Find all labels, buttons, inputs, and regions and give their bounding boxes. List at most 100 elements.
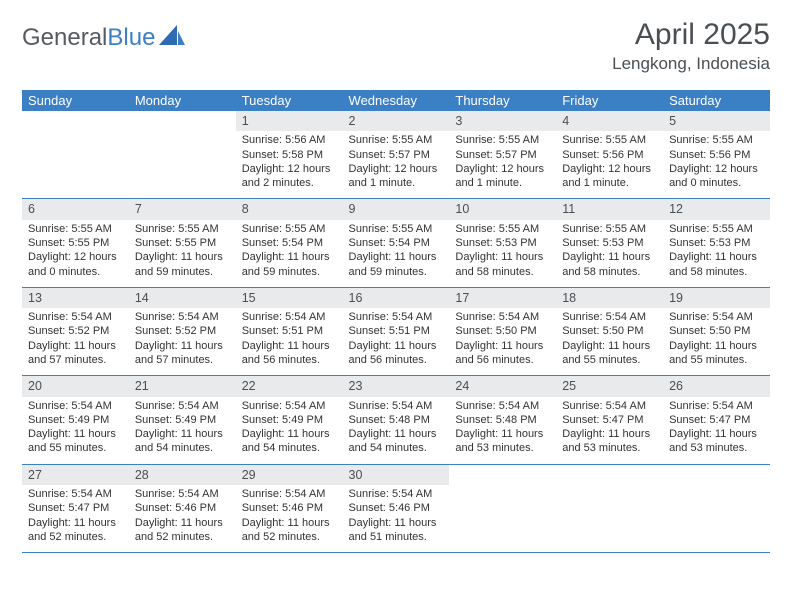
sunset-line: Sunset: 5:57 PM [349,148,444,162]
sunrise-line: Sunrise: 5:54 AM [669,310,764,324]
brand-name-part1: General [22,24,107,51]
brand-sail-icon [159,25,185,52]
sunset-line: Sunset: 5:51 PM [349,324,444,338]
day-number-cell: 8 [236,199,343,220]
calendar-table: SundayMondayTuesdayWednesdayThursdayFrid… [22,90,770,553]
sunrise-line: Sunrise: 5:55 AM [28,222,123,236]
day-number-row: 12345 [22,111,770,131]
day-number-cell: 18 [556,287,663,308]
day-number-cell: 20 [22,376,129,397]
sunrise-line: Sunrise: 5:55 AM [349,222,444,236]
sunrise-line: Sunrise: 5:54 AM [135,310,230,324]
day-content-row: Sunrise: 5:54 AMSunset: 5:47 PMDaylight:… [22,485,770,553]
sunset-line: Sunset: 5:50 PM [562,324,657,338]
day-number-cell: 10 [449,199,556,220]
sunset-line: Sunset: 5:46 PM [349,501,444,515]
sunrise-line: Sunrise: 5:55 AM [669,133,764,147]
day-number-cell: 22 [236,376,343,397]
day-content-cell: Sunrise: 5:54 AMSunset: 5:46 PMDaylight:… [236,485,343,553]
day-content-cell: Sunrise: 5:54 AMSunset: 5:48 PMDaylight:… [449,397,556,465]
sunset-line: Sunset: 5:58 PM [242,148,337,162]
day-number-row: 13141516171819 [22,287,770,308]
sunrise-line: Sunrise: 5:56 AM [242,133,337,147]
sunrise-line: Sunrise: 5:54 AM [242,399,337,413]
day-number-cell: 12 [663,199,770,220]
sunset-line: Sunset: 5:54 PM [242,236,337,250]
sunset-line: Sunset: 5:49 PM [135,413,230,427]
daylight-line: Daylight: 11 hours and 56 minutes. [349,339,444,368]
day-number-cell: 17 [449,287,556,308]
day-content-cell: Sunrise: 5:54 AMSunset: 5:51 PMDaylight:… [343,308,450,376]
sunset-line: Sunset: 5:46 PM [242,501,337,515]
daylight-line: Daylight: 11 hours and 57 minutes. [135,339,230,368]
sunset-line: Sunset: 5:54 PM [349,236,444,250]
sunset-line: Sunset: 5:48 PM [455,413,550,427]
sunset-line: Sunset: 5:50 PM [669,324,764,338]
sunrise-line: Sunrise: 5:54 AM [562,310,657,324]
sunset-line: Sunset: 5:50 PM [455,324,550,338]
sunrise-line: Sunrise: 5:54 AM [242,487,337,501]
daylight-line: Daylight: 11 hours and 56 minutes. [242,339,337,368]
day-content-cell [663,485,770,553]
weekday-header: Sunday [22,90,129,111]
sunrise-line: Sunrise: 5:55 AM [349,133,444,147]
sunrise-line: Sunrise: 5:54 AM [455,310,550,324]
sunset-line: Sunset: 5:55 PM [28,236,123,250]
day-content-cell: Sunrise: 5:55 AMSunset: 5:53 PMDaylight:… [449,220,556,288]
daylight-line: Daylight: 11 hours and 55 minutes. [669,339,764,368]
day-number-cell: 2 [343,111,450,131]
day-number-cell: 11 [556,199,663,220]
sunrise-line: Sunrise: 5:54 AM [669,399,764,413]
title-block: April 2025 Lengkong, Indonesia [612,18,770,74]
brand-name: GeneralBlue [22,24,155,52]
sunset-line: Sunset: 5:56 PM [669,148,764,162]
day-number-cell [22,111,129,131]
day-number-cell: 14 [129,287,236,308]
day-content-cell: Sunrise: 5:54 AMSunset: 5:52 PMDaylight:… [129,308,236,376]
daylight-line: Daylight: 11 hours and 55 minutes. [28,427,123,456]
day-content-cell: Sunrise: 5:54 AMSunset: 5:47 PMDaylight:… [22,485,129,553]
sunset-line: Sunset: 5:52 PM [135,324,230,338]
sunrise-line: Sunrise: 5:55 AM [669,222,764,236]
sunset-line: Sunset: 5:49 PM [28,413,123,427]
page-header: GeneralBlue April 2025 Lengkong, Indones… [22,18,770,74]
weekday-header: Monday [129,90,236,111]
daylight-line: Daylight: 11 hours and 52 minutes. [242,516,337,545]
daylight-line: Daylight: 11 hours and 57 minutes. [28,339,123,368]
sunrise-line: Sunrise: 5:54 AM [135,399,230,413]
daylight-line: Daylight: 11 hours and 58 minutes. [562,250,657,279]
daylight-line: Daylight: 11 hours and 51 minutes. [349,516,444,545]
sunrise-line: Sunrise: 5:55 AM [455,222,550,236]
day-number-cell: 19 [663,287,770,308]
day-number-row: 27282930 [22,464,770,485]
day-number-cell: 29 [236,464,343,485]
day-content-row: Sunrise: 5:56 AMSunset: 5:58 PMDaylight:… [22,131,770,199]
day-content-cell: Sunrise: 5:54 AMSunset: 5:46 PMDaylight:… [129,485,236,553]
sunset-line: Sunset: 5:52 PM [28,324,123,338]
sunrise-line: Sunrise: 5:55 AM [242,222,337,236]
day-number-cell: 4 [556,111,663,131]
day-content-cell: Sunrise: 5:54 AMSunset: 5:50 PMDaylight:… [449,308,556,376]
daylight-line: Daylight: 11 hours and 59 minutes. [349,250,444,279]
sunrise-line: Sunrise: 5:54 AM [28,399,123,413]
day-content-cell [449,485,556,553]
sunset-line: Sunset: 5:53 PM [562,236,657,250]
sunset-line: Sunset: 5:49 PM [242,413,337,427]
day-content-cell: Sunrise: 5:54 AMSunset: 5:49 PMDaylight:… [129,397,236,465]
day-number-cell: 28 [129,464,236,485]
day-content-cell: Sunrise: 5:54 AMSunset: 5:48 PMDaylight:… [343,397,450,465]
sunrise-line: Sunrise: 5:54 AM [28,487,123,501]
day-number-cell [449,464,556,485]
sunset-line: Sunset: 5:57 PM [455,148,550,162]
day-number-cell: 27 [22,464,129,485]
day-number-cell: 16 [343,287,450,308]
day-number-row: 20212223242526 [22,376,770,397]
day-number-cell: 24 [449,376,556,397]
sunrise-line: Sunrise: 5:54 AM [455,399,550,413]
daylight-line: Daylight: 12 hours and 2 minutes. [242,162,337,191]
daylight-line: Daylight: 12 hours and 1 minute. [349,162,444,191]
day-number-cell: 30 [343,464,450,485]
weekday-header: Saturday [663,90,770,111]
day-content-cell [22,131,129,199]
day-number-cell: 26 [663,376,770,397]
